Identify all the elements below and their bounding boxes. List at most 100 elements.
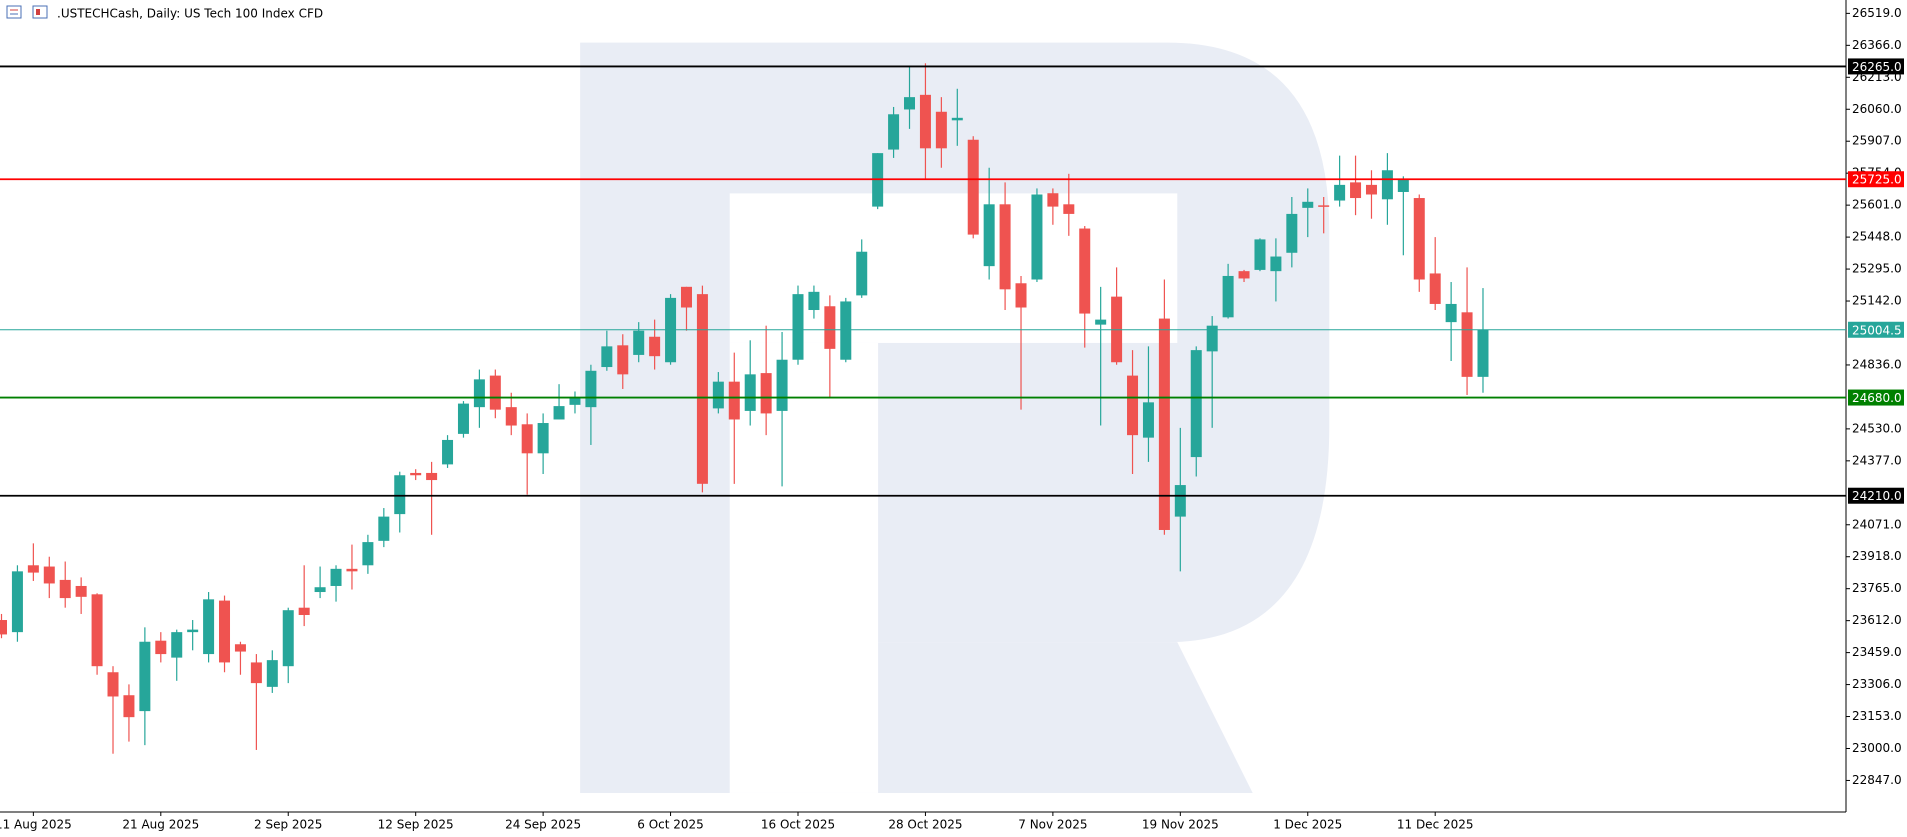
candle-body — [1477, 329, 1489, 377]
candle-body — [43, 566, 55, 584]
y-tick-label: 23918.0 — [1852, 549, 1902, 563]
candle-body — [712, 381, 724, 409]
candle-body — [155, 640, 167, 655]
candle-body — [1270, 256, 1282, 272]
candle-body — [792, 294, 804, 360]
x-tick-label: 28 Oct 2025 — [888, 818, 962, 832]
candle-body — [951, 117, 963, 121]
y-tick-label: 24836.0 — [1852, 357, 1902, 371]
x-tick-label: 11 Aug 2025 — [0, 818, 72, 832]
y-tick-label: 22847.0 — [1852, 773, 1902, 787]
y-tick-label: 26060.0 — [1852, 102, 1902, 116]
chart-icon[interactable] — [32, 5, 48, 19]
candle-body — [489, 375, 501, 410]
candle-body — [617, 345, 629, 375]
y-tick-label: 23612.0 — [1852, 613, 1902, 627]
candle-body — [0, 620, 7, 635]
x-tick-label: 11 Dec 2025 — [1397, 818, 1474, 832]
level-label-box — [1848, 321, 1904, 338]
level-label-box — [1848, 487, 1904, 504]
candle-body — [171, 632, 183, 658]
y-tick-label: 25601.0 — [1852, 198, 1902, 212]
level-label: 24210.0 — [1852, 489, 1902, 503]
candle-body — [983, 204, 995, 267]
candle-body — [203, 599, 215, 655]
y-tick-label: 26519.0 — [1852, 6, 1902, 20]
candle-body — [1413, 198, 1425, 280]
candle-body — [219, 600, 231, 663]
candle-body — [362, 542, 374, 566]
candle-body — [1174, 485, 1186, 517]
level-label: 24680.0 — [1852, 391, 1902, 405]
level-label-box — [1848, 389, 1904, 406]
y-tick-label: 25448.0 — [1852, 230, 1902, 244]
candle-body — [744, 374, 756, 411]
candle-body — [457, 403, 469, 434]
menu-icon[interactable] — [6, 5, 22, 19]
candle-body — [473, 379, 485, 408]
candle-body — [107, 672, 119, 697]
y-tick-label: 26366.0 — [1852, 38, 1902, 52]
candle-body — [1334, 184, 1346, 201]
candle-body — [1190, 350, 1202, 458]
candle-body — [1254, 239, 1266, 270]
candle-body — [649, 336, 661, 357]
candle-body — [1031, 194, 1043, 280]
candle-body — [808, 291, 820, 311]
level-label-box — [1848, 171, 1904, 188]
candle-body — [967, 139, 979, 235]
watermark-leg — [878, 642, 1253, 793]
candle-body — [410, 472, 422, 476]
level-label: 25004.5 — [1852, 323, 1902, 337]
x-tick-label: 12 Sep 2025 — [378, 818, 454, 832]
candle-body — [91, 594, 103, 667]
y-tick-label: 23153.0 — [1852, 709, 1902, 723]
candle-body — [27, 565, 39, 573]
candle-body — [585, 370, 597, 408]
candle-body — [569, 397, 581, 405]
candle-body — [1286, 213, 1298, 253]
candle-body — [75, 585, 87, 597]
x-tick-label: 7 Nov 2025 — [1018, 818, 1087, 832]
candle-body — [521, 424, 533, 454]
candle-body — [1461, 312, 1473, 377]
candle-body — [776, 359, 788, 411]
candle-body — [601, 346, 613, 368]
watermark — [580, 42, 1330, 793]
candle-body — [1206, 325, 1218, 352]
candle-body — [1350, 182, 1362, 199]
candle-body — [282, 610, 294, 667]
level-label-box — [1848, 58, 1904, 75]
candle-body — [824, 306, 836, 349]
candle-body — [11, 571, 23, 633]
y-tick-label: 24530.0 — [1852, 421, 1902, 435]
candle-body — [856, 251, 868, 296]
candle-body — [59, 579, 71, 599]
level-label: 25725.0 — [1852, 173, 1902, 187]
y-tick-label: 23765.0 — [1852, 581, 1902, 595]
candle-body — [696, 294, 708, 484]
candle-body — [1142, 402, 1154, 438]
y-tick-label: 23459.0 — [1852, 645, 1902, 659]
candle-body — [1365, 184, 1377, 195]
candle-body — [426, 472, 438, 481]
watermark-gap — [729, 342, 879, 793]
candle-body — [298, 607, 310, 616]
x-tick-label: 16 Oct 2025 — [761, 818, 835, 832]
candle-body — [1063, 204, 1075, 214]
candle-body — [1429, 273, 1441, 304]
candle-body — [760, 373, 772, 414]
candle-body — [346, 568, 358, 572]
candle-body — [999, 204, 1011, 290]
candle-body — [1381, 170, 1393, 200]
x-tick-label: 21 Aug 2025 — [122, 818, 199, 832]
candle-body — [919, 94, 931, 149]
y-tick-label: 25295.0 — [1852, 262, 1902, 276]
candle-body — [139, 641, 151, 712]
candle-body — [728, 381, 740, 420]
candle-body — [378, 516, 390, 541]
candle-body — [1445, 303, 1457, 323]
x-tick-label: 1 Dec 2025 — [1273, 818, 1342, 832]
candle-body — [888, 114, 900, 150]
